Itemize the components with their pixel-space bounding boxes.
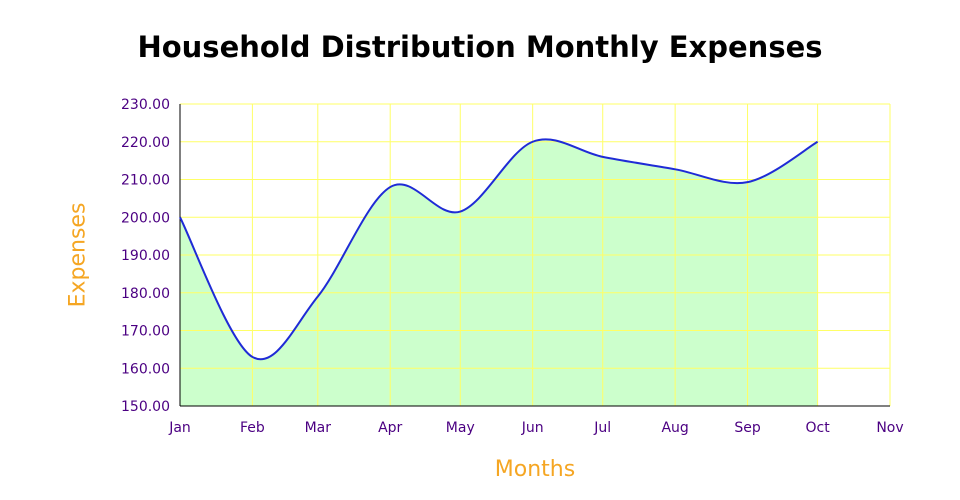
x-axis-title: Months [494,457,576,482]
y-tick-label: 200.00 [121,210,170,226]
y-tick-label: 160.00 [121,361,170,377]
y-tick-label: 150.00 [121,399,170,415]
y-tick-label: 210.00 [121,173,170,189]
y-tick-label: 190.00 [121,248,170,264]
x-tick-label: Jun [521,420,544,436]
x-tick-label: Oct [805,420,830,436]
x-tick-label: Feb [240,420,265,436]
x-tick-label: Jan [168,420,191,436]
y-tick-label: 230.00 [121,97,170,113]
x-tick-label: Apr [378,420,402,436]
x-tick-label: Nov [876,420,903,436]
series-line [179,138,819,361]
chart-title: Household Distribution Monthly Expenses [137,30,823,64]
y-tick-label: 170.00 [121,324,170,340]
area-fill [180,139,818,406]
y-tick-label: 180.00 [121,286,170,302]
x-tick-label: Sep [734,420,761,436]
x-tick-label: Aug [661,420,688,436]
x-tick-label: Mar [305,420,332,436]
x-tick-label: Jul [593,420,611,436]
y-tick-label: 220.00 [121,135,170,151]
x-tick-label: May [446,420,475,436]
